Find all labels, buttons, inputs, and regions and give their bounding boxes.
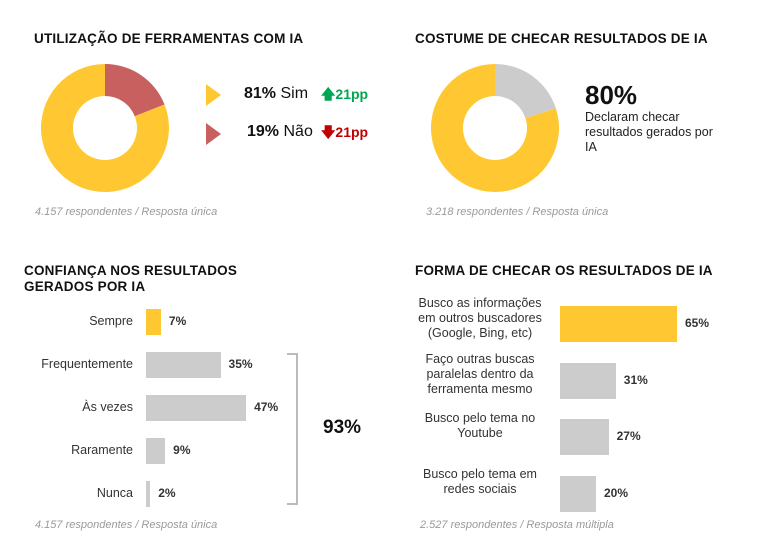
sim-label: Sim — [280, 85, 309, 102]
bar — [146, 352, 221, 378]
chart3-title: CONFIANÇA NOS RESULTADOS GERADOS POR IA — [24, 263, 238, 294]
legend-marker-nao — [206, 123, 221, 145]
bracket — [287, 353, 298, 505]
bar-label: Frequentemente — [41, 357, 133, 371]
donut-slice — [41, 64, 169, 192]
bar-label: Busco pelo tema em redes sociais — [423, 467, 537, 496]
nao-label: Não — [283, 123, 313, 140]
chart4-note: 2.527 respondentes / Resposta múltipla — [420, 519, 614, 531]
bar-label: Busco as informações em outros buscadore… — [418, 296, 542, 340]
chart2-note: 3.218 respondentes / Resposta única — [426, 206, 609, 218]
legend-marker-sim — [206, 84, 221, 106]
bar-label: Faço outras buscas paralelas dentro da f… — [425, 352, 535, 396]
bar-value: 35% — [228, 357, 253, 371]
legend-nao: 19% Não — [247, 123, 313, 141]
bar-value: 20% — [604, 485, 629, 500]
chart3-note: 4.157 respondentes / Resposta única — [35, 519, 218, 531]
bar-value: 2% — [158, 486, 176, 500]
nao-value: 19% — [247, 123, 280, 140]
bar-value: 31% — [623, 372, 648, 387]
donut-slice — [105, 64, 165, 117]
bar — [146, 309, 161, 335]
donut-usage — [41, 64, 169, 192]
bar-label: Nunca — [96, 486, 133, 500]
nao-change-value: 21pp — [335, 124, 369, 140]
chart1-title: UTILIZAÇÃO DE FERRAMENTAS COM IA — [34, 31, 304, 46]
bar-value: 27% — [616, 429, 641, 443]
bar-value: 65% — [685, 316, 710, 330]
arrow-down-icon: 🡇 — [321, 124, 336, 140]
bar — [560, 306, 677, 342]
bar — [560, 475, 596, 512]
chart2-title: COSTUME DE CHECAR RESULTADOS DE IA — [415, 31, 708, 46]
donut-slice — [431, 64, 559, 192]
sim-value: 81% — [244, 85, 277, 102]
donut-checking — [431, 64, 559, 192]
bar-label: Às vezes — [82, 400, 133, 414]
bar — [560, 419, 609, 455]
chart1-note: 4.157 respondentes / Resposta única — [35, 206, 218, 218]
bar-value: 9% — [173, 443, 191, 457]
bracket-total: 93% — [323, 417, 362, 438]
headline-value: 80% — [585, 80, 638, 110]
legend-sim: 81% Sim — [244, 85, 308, 103]
chart4-title: FORMA DE CHECAR OS RESULTADOS DE IA — [415, 263, 713, 278]
bar — [560, 362, 616, 399]
nao-change: 🡇21pp — [321, 122, 368, 146]
sim-change-value: 21pp — [335, 86, 369, 102]
donut-slice — [495, 64, 556, 119]
bar — [146, 438, 166, 464]
bar-value: 47% — [254, 400, 279, 414]
bar-value: 7% — [168, 314, 187, 328]
bar-label: Raramente — [71, 443, 133, 457]
bar — [146, 481, 151, 507]
bar — [146, 395, 247, 421]
bar-label: Busco pelo tema no Youtube — [424, 411, 536, 440]
headline-caption: Declaram checar resultados gerados por I… — [585, 110, 713, 154]
sim-change: 🡅21pp — [321, 84, 368, 108]
bar-label: Sempre — [89, 314, 133, 328]
arrow-up-icon: 🡅 — [321, 86, 336, 102]
